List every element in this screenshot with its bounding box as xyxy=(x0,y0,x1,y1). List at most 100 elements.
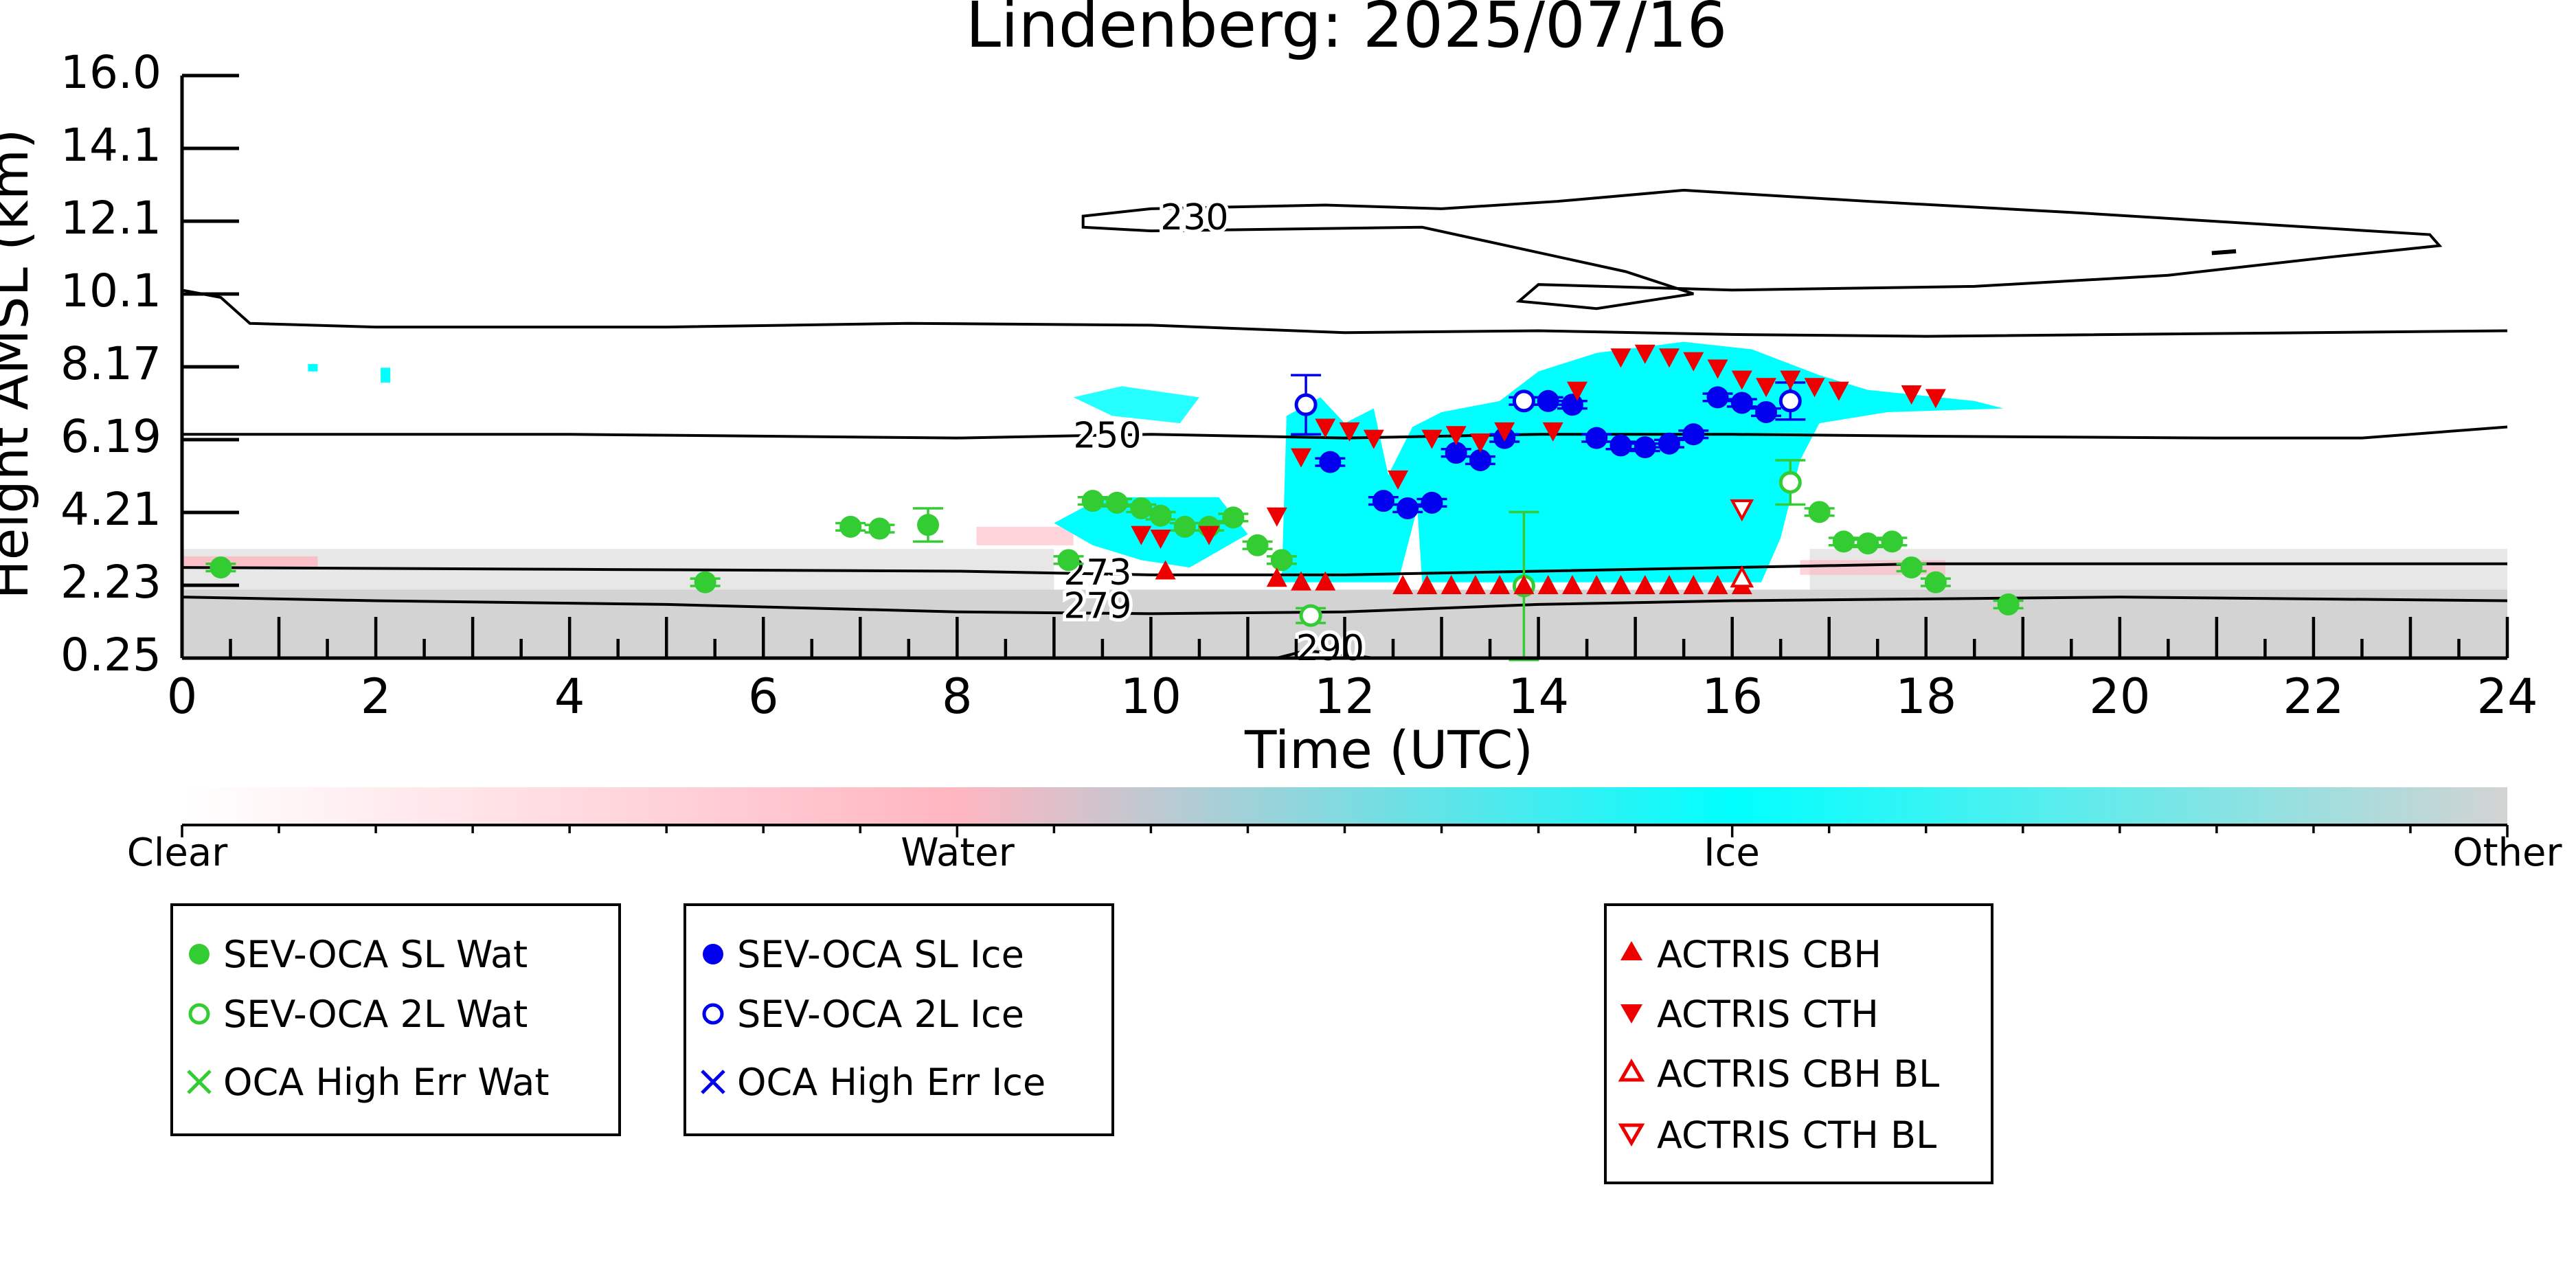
marker-sev-oca-sl-wat-13 xyxy=(1246,534,1269,556)
marker-sev-oca-sl-wat-5 xyxy=(1057,549,1080,572)
marker-actris-cth-17 xyxy=(1658,348,1680,368)
x-axis-label: Time (UTC) xyxy=(1244,719,1533,780)
marker-actris-cbh-6 xyxy=(1440,575,1462,595)
marker-actris-cth-5 xyxy=(1315,418,1336,438)
marker-actris-cth-18 xyxy=(1683,352,1704,372)
marker-sev-oca-sl-ice-15 xyxy=(1730,392,1753,414)
marker-sev-oca-sl-ice-1 xyxy=(1372,490,1394,512)
marker-actris-cbh-13 xyxy=(1610,575,1631,595)
legend-actris: ACTRIS CBH ACTRIS CTH ACTRIS CBH BL ACTR… xyxy=(1604,903,1993,1184)
marker-actris-cth-12 xyxy=(1494,422,1515,442)
marker-actris-cth-8 xyxy=(1388,470,1409,490)
ice-cloud-morning xyxy=(1054,497,1248,568)
legend-label-higherr-ice: OCA High Err Ice xyxy=(737,1061,1046,1104)
colorbar-label-clear: Clear xyxy=(127,831,228,875)
ice-cloud-main xyxy=(1281,341,2004,583)
legend-label-higherr-wat: OCA High Err Wat xyxy=(223,1061,550,1104)
x-tick-label-2: 4 xyxy=(554,668,585,725)
y-axis-label: Height AMSL (km) xyxy=(0,128,40,599)
x-tick-label-0: 0 xyxy=(167,668,198,725)
marker-actris-cth-22 xyxy=(1780,370,1801,390)
marker-sev-oca-sl-ice-14 xyxy=(1706,386,1729,409)
x-tick-label-6: 12 xyxy=(1314,668,1375,725)
marker-actris-cbh-4 xyxy=(1392,575,1414,595)
marker-sev-oca-sl-ice-0 xyxy=(1319,451,1342,473)
ice-fragment-upper xyxy=(1073,386,1199,424)
marker-sev-oca-sl-ice-7 xyxy=(1537,389,1559,412)
water-patch-early xyxy=(182,556,318,568)
marker-sev-oca-sl-wat-20 xyxy=(1924,571,1947,594)
marker-actris-cth-26 xyxy=(1925,389,1946,409)
y-tick-label-2: 4.21 xyxy=(60,483,161,536)
marker-sev-oca-sl-wat-10 xyxy=(1173,515,1196,538)
x-tick-label-7: 14 xyxy=(1508,668,1569,725)
marker-actris-cth-23 xyxy=(1804,378,1825,398)
x-tick-label-5: 10 xyxy=(1120,668,1182,725)
marker-sev-oca-sl-wat-9 xyxy=(1149,504,1172,527)
marker-sev-oca-sl-ice-16 xyxy=(1755,400,1778,423)
marker-sev-oca-sl-wat-7 xyxy=(1106,491,1129,514)
contour-label-250: 250 xyxy=(1073,416,1141,457)
y-tick-label-8: 16.0 xyxy=(60,46,161,99)
marker-actris-cth-24 xyxy=(1828,381,1849,401)
marker-sev-oca-sl-wat-0 xyxy=(210,556,232,579)
legend-label-cth-bl: ACTRIS CTH BL xyxy=(1657,1114,1936,1157)
legend-label-2l-wat: SEV-OCA 2L Wat xyxy=(223,993,528,1036)
legend-label-sl-ice: SEV-OCA SL Ice xyxy=(737,933,1024,976)
marker-sev-oca-2l-ice-0 xyxy=(1294,393,1318,416)
marker-sev-oca-2l-wat-0 xyxy=(1299,604,1322,627)
data-markers xyxy=(205,344,2024,662)
marker-sev-oca-sl-wat-15 xyxy=(1808,501,1831,523)
legend-ice: SEV-OCA SL Ice SEV-OCA 2L Ice OCA High E… xyxy=(683,903,1114,1136)
legend-label-cbh: ACTRIS CBH xyxy=(1657,933,1882,976)
colorbar: Clear Water Ice Other xyxy=(127,787,2562,875)
x-tick-label-4: 8 xyxy=(942,668,973,725)
marker-sev-oca-sl-wat-14 xyxy=(1270,549,1293,572)
marker-actris-cth-9 xyxy=(1421,429,1443,449)
legend-label-2l-ice: SEV-OCA 2L Ice xyxy=(737,993,1024,1036)
ice-speck-2 xyxy=(381,368,391,383)
marker-actris-cth-25 xyxy=(1901,385,1922,405)
y-tick-label-0: 0.25 xyxy=(60,629,161,681)
contour-230-fragment xyxy=(2211,249,2237,256)
legend-marker-2l-ice xyxy=(702,1003,724,1025)
marker-actris-cth-20 xyxy=(1731,370,1752,390)
marker-actris-cbh-7 xyxy=(1465,575,1486,595)
colorbar-label-other: Other xyxy=(2452,831,2562,875)
legend-marker-2l-wat xyxy=(188,1003,210,1025)
ice-speck-1 xyxy=(308,363,318,372)
x-tick-label-8: 16 xyxy=(1702,668,1763,725)
marker-actris-cbh-2 xyxy=(1291,571,1312,591)
marker-actris-cth-13 xyxy=(1542,422,1563,442)
y-tick-label-1: 2.23 xyxy=(60,556,161,609)
marker-sev-oca-2l-ice-1 xyxy=(1512,389,1535,413)
legend-marker-sl-wat xyxy=(189,944,210,964)
marker-sev-oca-sl-wat-1 xyxy=(694,571,716,594)
legend-label-cth: ACTRIS CTH xyxy=(1657,993,1879,1036)
legend-label-cbh-bl: ACTRIS CBH BL xyxy=(1657,1052,1939,1096)
marker-actris-cbh-17 xyxy=(1707,575,1728,595)
contour-240 xyxy=(181,289,2508,338)
water-patch-mid xyxy=(976,526,1074,545)
marker-sev-oca-sl-wat-18 xyxy=(1881,530,1903,553)
marker-actris-cbh-3 xyxy=(1315,571,1336,591)
marker-actris-cth-19 xyxy=(1707,359,1728,379)
marker-actris-cth-11 xyxy=(1469,433,1491,453)
x-tick-label-1: 2 xyxy=(361,668,392,725)
contour-label-230: 230 xyxy=(1160,197,1228,238)
legend-marker-higherr-wat xyxy=(187,1070,212,1094)
marker-sev-oca-2l-wat-2 xyxy=(1778,471,1802,494)
x-tick-label-10: 20 xyxy=(2089,668,2150,725)
marker-actris-cbh-11 xyxy=(1561,575,1583,595)
x-tick-label-11: 22 xyxy=(2283,668,2344,725)
marker-sev-oca-sl-wat-3 xyxy=(868,517,891,540)
marker-sev-oca-sl-ice-12 xyxy=(1658,432,1680,455)
marker-sev-oca-sl-ice-5 xyxy=(1469,449,1491,471)
legend-marker-cth xyxy=(1620,1004,1642,1024)
x-tick-label-12: 24 xyxy=(2476,668,2538,725)
marker-sev-oca-sl-ice-9 xyxy=(1585,427,1608,449)
marker-actris-cth-2 xyxy=(1199,526,1220,545)
marker-actris-cbh-16 xyxy=(1683,575,1704,595)
marker-actris-cth-16 xyxy=(1634,344,1656,364)
legend-marker-cbh-bl xyxy=(1618,1058,1645,1082)
